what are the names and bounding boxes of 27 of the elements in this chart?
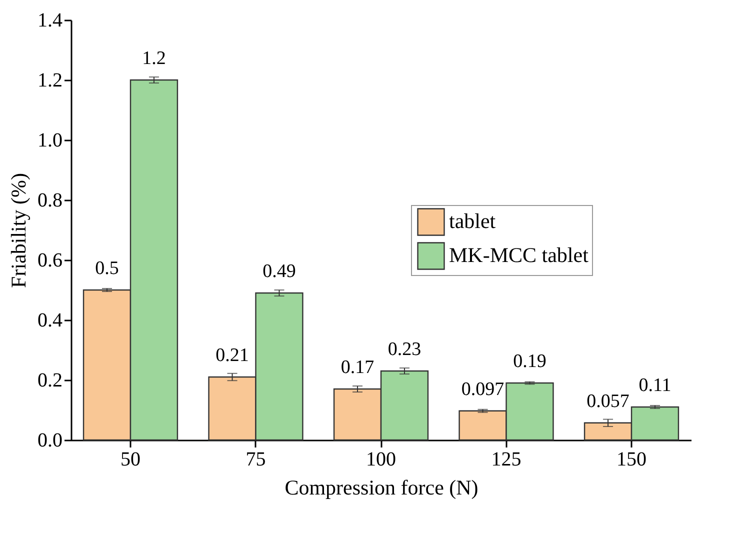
x-tick-label: 150 <box>616 448 647 470</box>
data-label: 0.11 <box>638 375 672 396</box>
y-axis-title: Friability (%) <box>6 173 30 288</box>
data-label: 0.17 <box>340 357 374 378</box>
x-axis-title: Compression force (N) <box>284 476 478 500</box>
x-tick-label: 125 <box>491 448 522 470</box>
y-tick-label: 1.0 <box>38 130 62 152</box>
legend-label: tablet <box>449 209 496 233</box>
y-tick-label: 0.8 <box>38 190 62 212</box>
data-label: 0.5 <box>95 258 119 279</box>
data-label: 0.19 <box>513 351 546 372</box>
x-tick-label: 100 <box>366 448 396 470</box>
y-tick-label: 1.2 <box>38 70 62 92</box>
y-tick-label: 0.2 <box>38 370 62 392</box>
y-tick-label: 1.4 <box>38 10 62 32</box>
data-label: 0.21 <box>216 345 249 366</box>
y-tick-label: 0.0 <box>38 430 62 452</box>
data-label: 1.2 <box>142 48 166 69</box>
x-tick-label: 75 <box>246 448 266 470</box>
data-label: 0.097 <box>461 378 504 400</box>
data-label: 0.057 <box>586 390 630 412</box>
legend-label: MK-MCC tablet <box>449 243 589 267</box>
y-tick-label: 0.6 <box>38 250 62 272</box>
y-tick-label: 0.4 <box>38 310 62 332</box>
data-label: 0.49 <box>262 261 296 282</box>
data-label: 0.23 <box>388 339 422 360</box>
x-tick-label: 50 <box>120 448 140 470</box>
